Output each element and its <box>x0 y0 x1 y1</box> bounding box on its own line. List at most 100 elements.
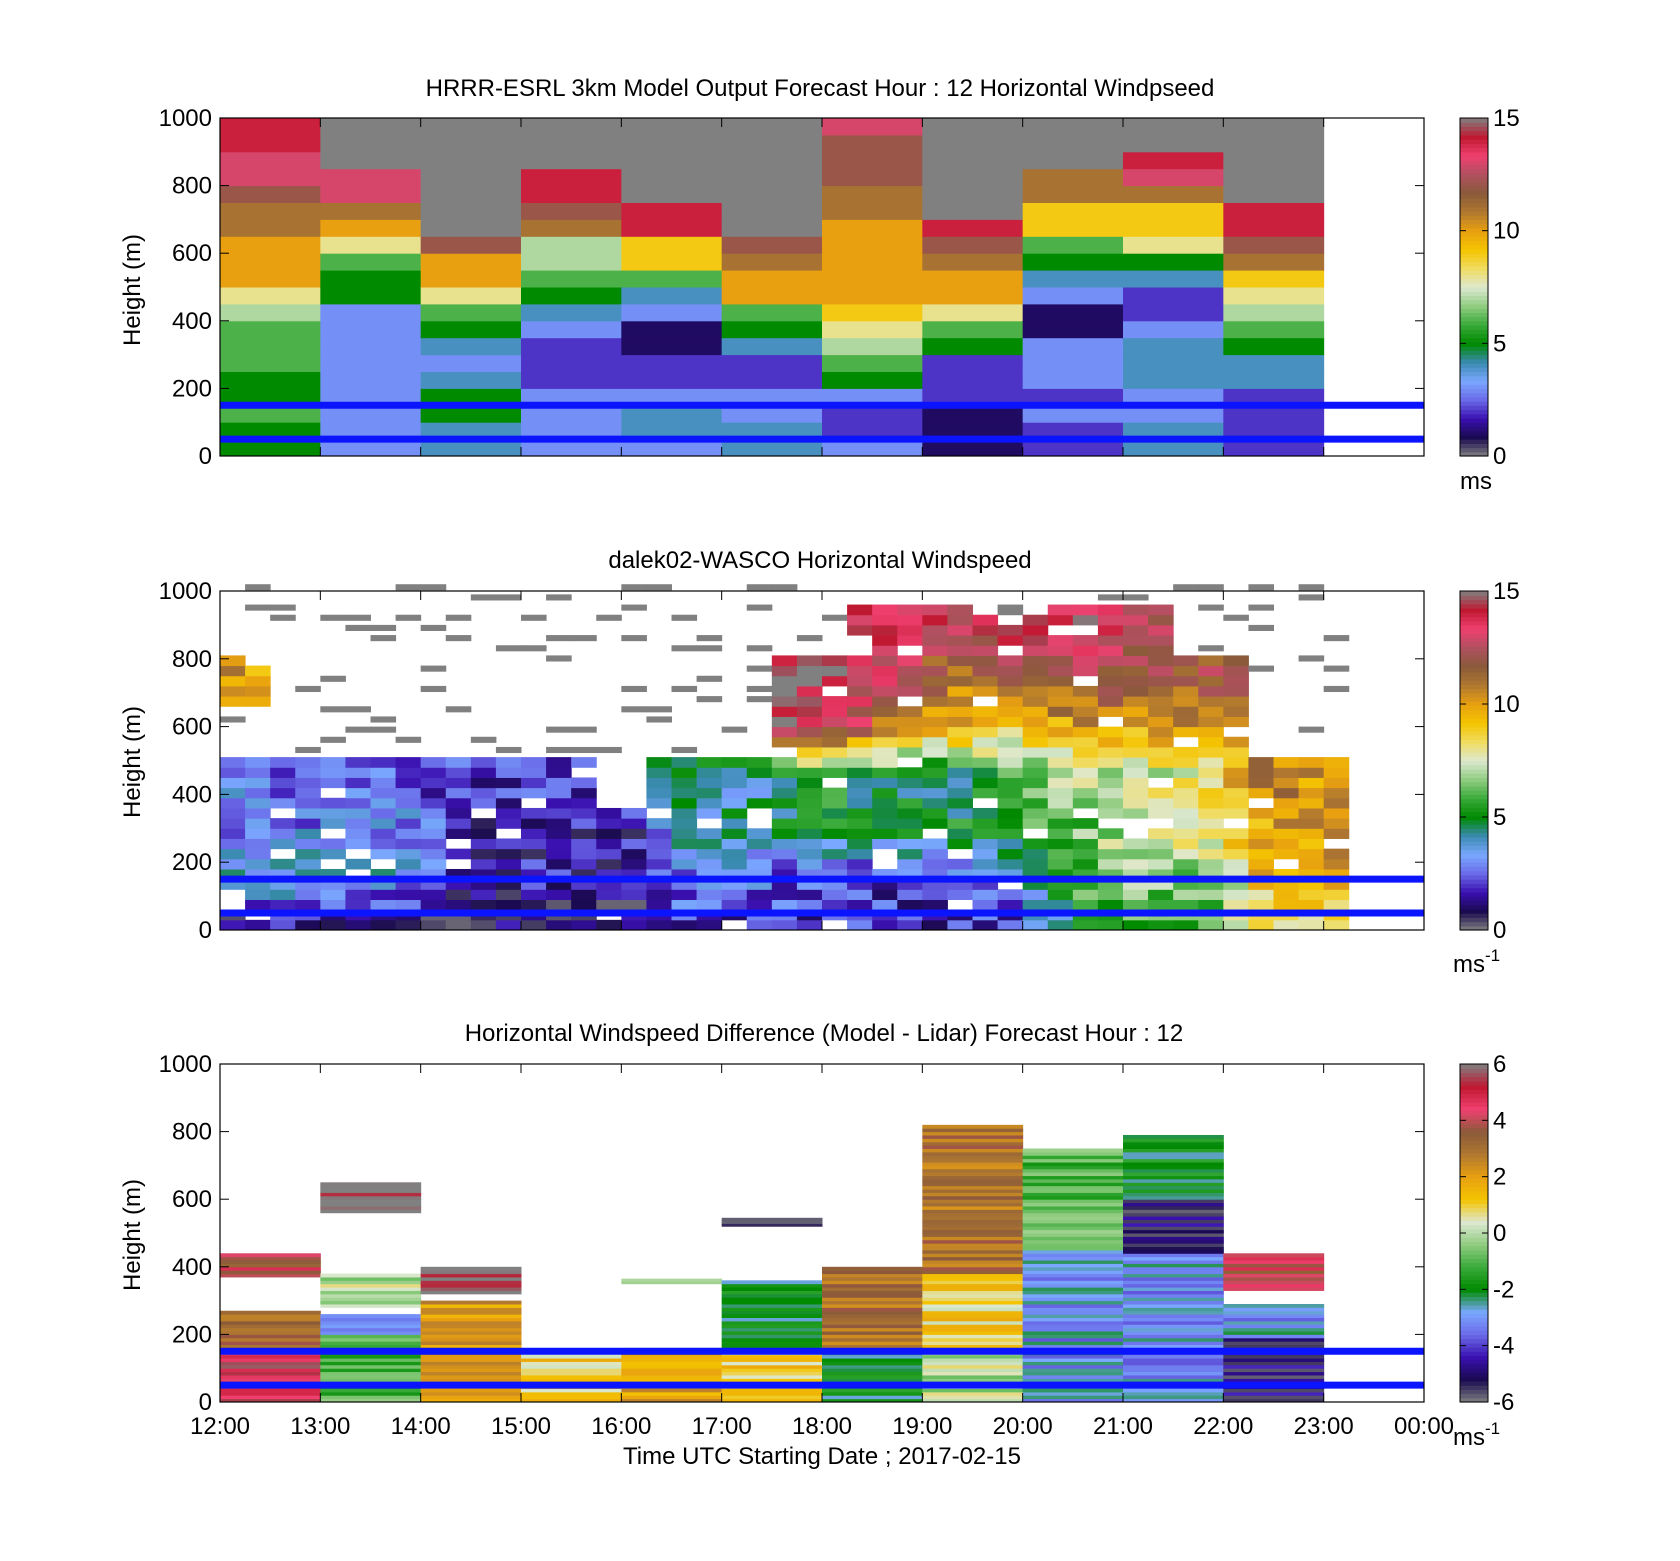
heatmap-cell <box>420 219 522 237</box>
colorbar-swatch <box>1460 287 1488 292</box>
heatmap-cell <box>621 706 647 713</box>
heatmap-cell <box>370 757 397 768</box>
heatmap-cell <box>521 1378 622 1383</box>
heatmap-cell <box>822 185 923 203</box>
heatmap-cell <box>1173 858 1199 870</box>
colorbar-swatch <box>1460 1114 1488 1120</box>
heatmap-cell <box>521 807 547 819</box>
heatmap-cell <box>1323 797 1350 809</box>
heatmap-cell <box>922 706 948 717</box>
heatmap-cell <box>922 1212 1024 1217</box>
heatmap-cell <box>1198 858 1224 870</box>
heatmap-cell <box>947 675 973 687</box>
heatmap-cell <box>320 1364 422 1369</box>
heatmap-cell <box>922 635 948 646</box>
heatmap-cell <box>546 919 572 931</box>
heatmap-cell <box>872 868 898 880</box>
heatmap-cell <box>571 726 597 733</box>
heatmap-cell <box>721 807 748 819</box>
heatmap-cell <box>922 1310 1024 1315</box>
heatmap-cell <box>320 1320 422 1325</box>
colorbar-swatch <box>1460 832 1488 838</box>
heatmap-cell <box>220 1354 321 1359</box>
heatmap-cell <box>470 838 497 850</box>
heatmap-cell <box>220 151 321 170</box>
heatmap-cell <box>1198 787 1224 799</box>
heatmap-cell <box>220 787 246 799</box>
reference-lines <box>220 401 1424 443</box>
colorbar-swatch <box>1460 371 1488 377</box>
heatmap-cell <box>420 236 522 254</box>
heatmap-cell <box>972 879 999 890</box>
heatmap-cell <box>345 777 371 789</box>
colorbar-swatch <box>1460 164 1488 170</box>
heatmap-cell <box>721 1290 823 1295</box>
heatmap-cell <box>1148 757 1174 768</box>
heatmap-cell <box>470 594 497 601</box>
x-tick-label: 00:00 <box>1394 1413 1454 1440</box>
heatmap-cell <box>922 1202 1024 1207</box>
heatmap-cell <box>420 919 447 931</box>
heatmap-cell <box>721 388 823 406</box>
heatmap-cell <box>947 838 973 850</box>
heatmap-cell <box>822 736 848 748</box>
heatmap-cell <box>1097 797 1124 809</box>
heatmap-cell <box>320 422 422 440</box>
heatmap-cell <box>295 777 321 789</box>
heatmap-cell <box>1047 645 1074 656</box>
heatmap-cell <box>947 757 973 768</box>
heatmap-cell <box>696 899 723 911</box>
heatmap-cell <box>997 706 1024 717</box>
heatmap-cell <box>1148 828 1174 839</box>
heatmap-cell <box>1097 665 1124 677</box>
heatmap-cell <box>922 726 948 738</box>
colorbar-swatch <box>1460 244 1488 250</box>
heatmap-cell <box>1148 919 1174 931</box>
colorbar-swatch <box>1460 257 1488 263</box>
heatmap-cell <box>395 584 422 591</box>
heatmap-cell <box>445 614 472 621</box>
heatmap-cell <box>220 777 246 789</box>
colorbar-swatch <box>1460 917 1488 923</box>
heatmap-cell <box>320 1199 422 1204</box>
heatmap-cell <box>621 1364 723 1369</box>
heatmap-cell <box>922 645 948 656</box>
heatmap-cell <box>1022 1307 1124 1312</box>
heatmap-cell <box>1022 1371 1124 1376</box>
heatmap-cell <box>345 899 371 911</box>
heatmap-cell <box>521 270 622 288</box>
heatmap-cell <box>1022 848 1049 860</box>
heatmap-cell <box>671 868 698 880</box>
heatmap-cell <box>220 807 246 819</box>
heatmap-cell <box>220 1341 321 1346</box>
heatmap-cell <box>1273 807 1300 819</box>
heatmap-cell <box>1123 868 1149 880</box>
heatmap-cell <box>220 202 321 220</box>
heatmap-cell <box>1148 736 1174 748</box>
heatmap-cell <box>1298 919 1325 931</box>
colorbar-swatch <box>1460 807 1488 812</box>
heatmap-cell <box>1022 645 1049 656</box>
heatmap-cell <box>872 716 898 728</box>
heatmap-cell <box>922 1172 1024 1177</box>
heatmap-cell <box>671 899 698 911</box>
heatmap-cell <box>521 868 547 880</box>
heatmap-cell <box>320 1202 422 1207</box>
heatmap-cell <box>922 889 948 900</box>
heatmap-cell <box>320 1192 422 1197</box>
heatmap-cell <box>922 797 948 809</box>
heatmap-cell <box>922 337 1024 356</box>
heatmap-cell <box>796 818 823 829</box>
heatmap-cell <box>1123 797 1149 809</box>
colorbar-swatch <box>1460 891 1488 897</box>
heatmap-cells <box>220 118 1325 457</box>
colorbar-swatch <box>1460 274 1488 280</box>
heatmap-cell <box>1148 624 1174 636</box>
heatmap-cell <box>1123 1391 1224 1396</box>
heatmap-cell <box>1223 253 1325 271</box>
heatmap-cell <box>1298 655 1325 662</box>
heatmap-cell <box>320 848 346 860</box>
heatmap-cell <box>220 405 321 423</box>
heatmap-cell <box>546 594 572 601</box>
heatmap-cell <box>395 614 422 621</box>
